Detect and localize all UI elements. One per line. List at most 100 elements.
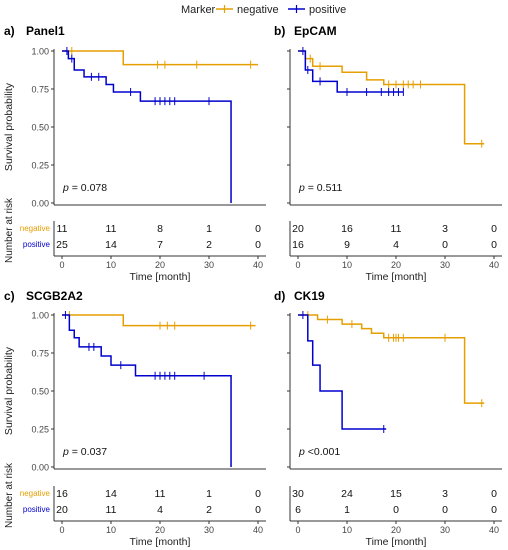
- x-tick-label: 40: [253, 260, 263, 270]
- risk-count: 4: [157, 504, 163, 516]
- risk-count: 1: [344, 504, 350, 516]
- risk-count: 16: [56, 488, 68, 500]
- y-tick-label: 0.25: [31, 161, 49, 171]
- risk-count: 0: [491, 488, 497, 500]
- x-tick-label: 30: [204, 260, 214, 270]
- risk-count: 16: [292, 239, 304, 251]
- p-value-text: <0.001: [305, 446, 340, 458]
- risk-count: 0: [442, 239, 448, 251]
- panel-tag: c): [4, 289, 15, 303]
- risk-axis-label: Number at risk: [4, 462, 15, 528]
- risk-count: 2: [206, 239, 212, 251]
- risk-count: 24: [341, 488, 353, 500]
- p-value-text: = 0.078: [69, 182, 107, 194]
- y-axis-label: Survival probability: [3, 82, 15, 171]
- risk-count: 6: [295, 504, 301, 516]
- x-tick-label: 10: [342, 525, 352, 535]
- risk-count: 11: [391, 223, 402, 235]
- x-tick-label: 30: [204, 525, 214, 535]
- risk-count: 20: [56, 504, 68, 516]
- km-curve-negative: [62, 50, 258, 66]
- y-tick-label: 1.00: [31, 311, 49, 321]
- p-value: p = 0.511: [298, 182, 342, 194]
- risk-count: 2: [206, 504, 212, 516]
- p-value-symbol: p: [62, 182, 69, 194]
- x-axis-label: Time [month]: [366, 271, 427, 283]
- x-tick-label: 20: [155, 525, 165, 535]
- km-curve-positive: [298, 314, 387, 430]
- p-value-text: = 0.511: [305, 182, 343, 194]
- panel-tag: d): [274, 289, 285, 303]
- risk-count: 0: [255, 239, 261, 251]
- risk-count: 11: [106, 223, 117, 235]
- risk-count: 0: [255, 488, 261, 500]
- risk-count: 3: [442, 223, 448, 235]
- risk-row-label-negative: negative: [20, 224, 51, 233]
- km-curve-positive: [298, 50, 404, 93]
- panel-title: CK19: [294, 289, 325, 303]
- risk-row-label-positive: positive: [23, 505, 51, 514]
- risk-row-label-negative: negative: [20, 489, 51, 498]
- risk-count: 0: [393, 504, 399, 516]
- x-tick-label: 20: [391, 260, 401, 270]
- panel-tag: a): [4, 24, 15, 38]
- risk-count: 15: [390, 488, 402, 500]
- risk-count: 0: [442, 504, 448, 516]
- x-tick-label: 40: [489, 525, 499, 535]
- km-panel-1: a) Panel1 0.00 0.25 0.50 0.75 1.00 Survival pro…: [3, 24, 266, 283]
- x-axis-label: Time [month]: [130, 271, 191, 283]
- x-tick-label: 10: [106, 525, 116, 535]
- km-curve-negative: [298, 50, 485, 145]
- x-axis-label: Time [month]: [366, 536, 427, 548]
- risk-count: 9: [344, 239, 350, 251]
- p-value: p = 0.037: [62, 446, 107, 458]
- risk-count: 20: [292, 223, 304, 235]
- x-tick-label: 0: [59, 260, 64, 270]
- risk-count: 3: [442, 488, 448, 500]
- p-value: p = 0.078: [62, 182, 107, 194]
- risk-count: 11: [57, 223, 68, 235]
- panel-tag: b): [274, 24, 285, 38]
- legend-label-negative: negative: [237, 4, 279, 16]
- km-curve-positive: [62, 314, 232, 467]
- x-tick-label: 40: [253, 525, 263, 535]
- risk-count: 1: [206, 223, 212, 235]
- legend: Marker negative positive: [181, 4, 346, 16]
- x-axis-label: Time [month]: [130, 536, 191, 548]
- y-tick-label: 0.00: [31, 463, 49, 473]
- y-tick-label: 0.50: [31, 387, 49, 397]
- x-tick-label: 40: [489, 260, 499, 270]
- x-tick-label: 0: [59, 525, 64, 535]
- risk-count: 14: [105, 239, 117, 251]
- panel-title: Panel1: [26, 24, 65, 38]
- risk-count: 0: [255, 223, 261, 235]
- legend-title: Marker: [181, 4, 216, 16]
- km-curve-negative: [298, 314, 485, 404]
- y-tick-label: 0.50: [31, 123, 49, 133]
- risk-count: 4: [393, 239, 399, 251]
- risk-count: 25: [56, 239, 68, 251]
- risk-count: 11: [106, 504, 117, 516]
- risk-count: 16: [341, 223, 353, 235]
- x-tick-label: 30: [440, 260, 450, 270]
- km-curve-negative: [62, 314, 256, 327]
- p-value-symbol: p: [298, 182, 305, 194]
- y-axis-label: Survival probability: [3, 346, 15, 435]
- legend-label-positive: positive: [309, 4, 346, 16]
- y-tick-label: 0.00: [31, 199, 49, 209]
- p-value: p <0.001: [298, 446, 340, 458]
- y-tick-label: 0.25: [31, 425, 49, 435]
- p-value-symbol: p: [298, 446, 305, 458]
- risk-count: 11: [155, 488, 166, 500]
- risk-count: 0: [491, 239, 497, 251]
- y-tick-label: 0.75: [31, 85, 49, 95]
- panels: a) Panel1 0.00 0.25 0.50 0.75 1.00 Survival pro…: [3, 24, 502, 548]
- x-tick-label: 10: [106, 260, 116, 270]
- risk-axis-label: Number at risk: [4, 197, 15, 263]
- x-tick-label: 30: [440, 525, 450, 535]
- risk-count: 8: [157, 223, 163, 235]
- p-value-text: = 0.037: [69, 446, 107, 458]
- km-panel-3: c) SCGB2A2 0.00 0.25 0.50 0.75 1.00 Survival pr…: [3, 289, 266, 548]
